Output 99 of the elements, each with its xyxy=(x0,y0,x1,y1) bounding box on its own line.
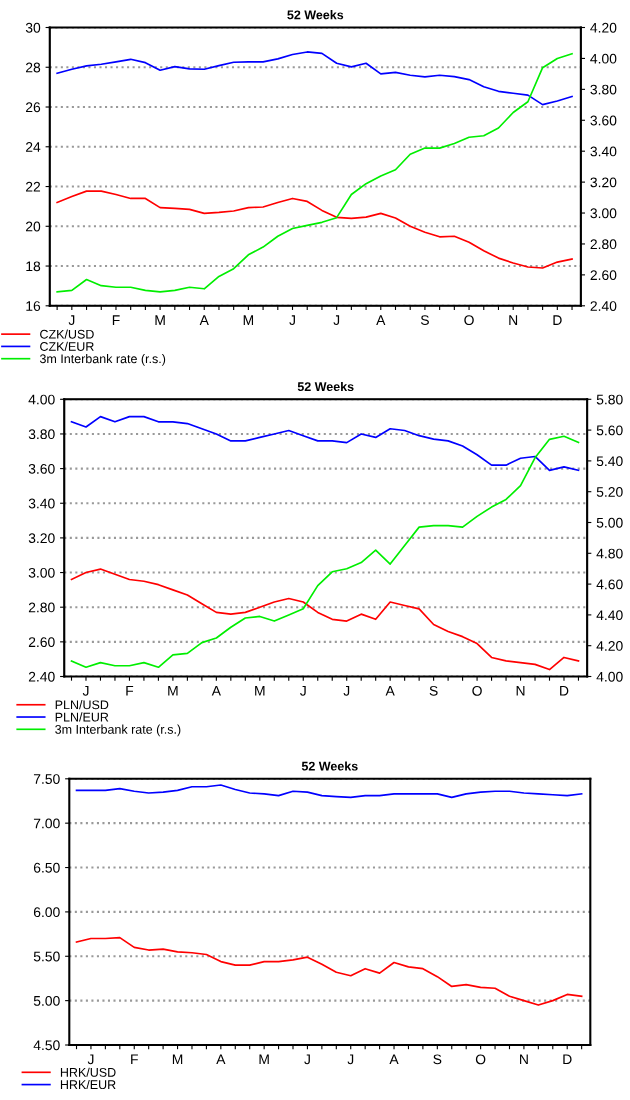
x-tick-label: M xyxy=(255,686,265,696)
y-tick-label: 2.60 xyxy=(28,637,55,648)
x-tick-label: J xyxy=(82,686,89,696)
y-tick-label: 3.40 xyxy=(28,498,55,509)
y-tick-label: 3.00 xyxy=(28,567,55,578)
line-series xyxy=(70,415,580,472)
legend-label: HRK/EUR xyxy=(60,1079,116,1090)
x-tick-label: J xyxy=(343,686,350,696)
x-tick-label: M xyxy=(243,315,254,325)
x-tick-label: M xyxy=(168,686,178,696)
y-tick-label: 30 xyxy=(25,22,41,33)
y2-tick-label: 4.80 xyxy=(596,548,623,559)
x-tick-label: N xyxy=(516,686,525,696)
x-tick-label: J xyxy=(289,315,295,326)
y2-tick-label: 3.80 xyxy=(590,84,617,95)
y2-tick-label: 5.20 xyxy=(596,487,623,497)
x-tick-label: N xyxy=(520,1054,528,1065)
y-tick-label: 5.00 xyxy=(33,995,60,1006)
x-tick-label: J xyxy=(68,315,75,326)
line-series xyxy=(56,52,573,293)
x-tick-label: O xyxy=(472,685,482,696)
x-tick-label: F xyxy=(112,315,120,325)
x-tick-label: M xyxy=(259,1054,269,1065)
y-tick-label: 2.40 xyxy=(28,671,55,682)
x-tick-label: S xyxy=(433,1054,442,1065)
x-tick-label: N xyxy=(509,315,518,325)
x-tick-label: O xyxy=(464,315,474,326)
line-series xyxy=(56,51,573,106)
y-tick-label: 26 xyxy=(25,102,41,113)
x-tick-label: J xyxy=(304,1054,310,1065)
y-tick-label: 20 xyxy=(25,221,41,232)
legend-label: 3m Interbank rate (r.s.) xyxy=(55,724,181,737)
x-tick-label: O xyxy=(475,1054,486,1065)
line-series xyxy=(70,435,580,669)
x-tick-label: S xyxy=(420,315,429,326)
y-tick-label: 7.50 xyxy=(33,774,60,784)
y2-tick-label: 4.00 xyxy=(590,53,617,64)
y2-tick-label: 4.40 xyxy=(596,610,623,621)
y-tick-label: 4.50 xyxy=(33,1040,60,1051)
line-series xyxy=(75,936,583,1006)
x-tick-label: A xyxy=(385,686,395,696)
y-tick-label: 5.50 xyxy=(33,951,60,962)
x-tick-label: J xyxy=(333,315,340,326)
y-tick-label: 22 xyxy=(25,181,41,192)
y2-tick-label: 3.60 xyxy=(590,115,617,126)
y-tick-label: 6.50 xyxy=(33,862,60,873)
y-tick-label: 7.00 xyxy=(33,818,60,829)
x-tick-label: M xyxy=(155,315,165,325)
y2-tick-label: 2.80 xyxy=(590,239,617,250)
y-tick-label: 3.80 xyxy=(28,429,55,440)
legend-label: CZK/EUR xyxy=(40,341,94,351)
x-tick-label: M xyxy=(172,1054,183,1065)
x-tick-label: D xyxy=(553,315,562,325)
x-tick-label: A xyxy=(389,1054,399,1065)
y2-tick-label: 5.80 xyxy=(596,394,623,405)
chart-title: 52 Weeks xyxy=(287,10,344,20)
x-tick-label: D xyxy=(563,1054,572,1065)
y-tick-label: 3.60 xyxy=(28,463,55,474)
y2-tick-label: 3.40 xyxy=(590,146,617,157)
line-series xyxy=(56,190,573,269)
y-tick-label: 4.00 xyxy=(28,394,55,405)
y-tick-label: 16 xyxy=(26,301,41,311)
y2-tick-label: 3.00 xyxy=(590,208,617,219)
x-tick-label: F xyxy=(131,1054,138,1065)
x-tick-label: A xyxy=(211,686,221,696)
legend-label: PLN/EUR xyxy=(55,712,109,722)
x-tick-label: A xyxy=(216,1054,226,1065)
legend-label: CZK/USD xyxy=(40,329,94,339)
x-tick-label: S xyxy=(429,685,438,696)
y2-tick-label: 5.40 xyxy=(596,456,623,467)
y-tick-label: 18 xyxy=(26,261,41,272)
y2-tick-label: 4.60 xyxy=(596,579,623,590)
y2-tick-label: 2.60 xyxy=(590,270,617,281)
y-tick-label: 2.80 xyxy=(28,602,55,613)
y2-tick-label: 2.40 xyxy=(590,301,617,311)
x-tick-label: A xyxy=(376,315,386,325)
chart-title: 52 Weeks xyxy=(301,761,358,771)
y2-tick-label: 4.20 xyxy=(590,22,617,33)
y-tick-label: 3.20 xyxy=(28,533,55,544)
x-tick-label: F xyxy=(126,686,134,696)
y2-tick-label: 5.00 xyxy=(596,517,623,528)
legend-label: 3m Interbank rate (r.s.) xyxy=(39,354,166,366)
y2-tick-label: 4.00 xyxy=(596,671,623,682)
x-tick-label: A xyxy=(199,315,209,325)
line-series xyxy=(70,568,580,671)
y-tick-label: 6.00 xyxy=(33,907,60,918)
legend-label: HRK/USD xyxy=(60,1067,116,1077)
y2-tick-label: 5.60 xyxy=(596,425,623,436)
y-tick-label: 28 xyxy=(25,62,41,73)
line-series xyxy=(75,784,583,799)
y-tick-label: 24 xyxy=(25,142,41,152)
x-tick-label: D xyxy=(560,686,569,696)
x-tick-label: J xyxy=(347,1054,354,1065)
legend-label: PLN/USD xyxy=(55,700,109,710)
y2-tick-label: 3.20 xyxy=(590,177,617,188)
chart-title: 52 Weeks xyxy=(297,381,354,392)
y2-tick-label: 4.20 xyxy=(596,641,623,651)
x-tick-label: J xyxy=(300,686,306,696)
x-tick-label: J xyxy=(87,1054,94,1065)
